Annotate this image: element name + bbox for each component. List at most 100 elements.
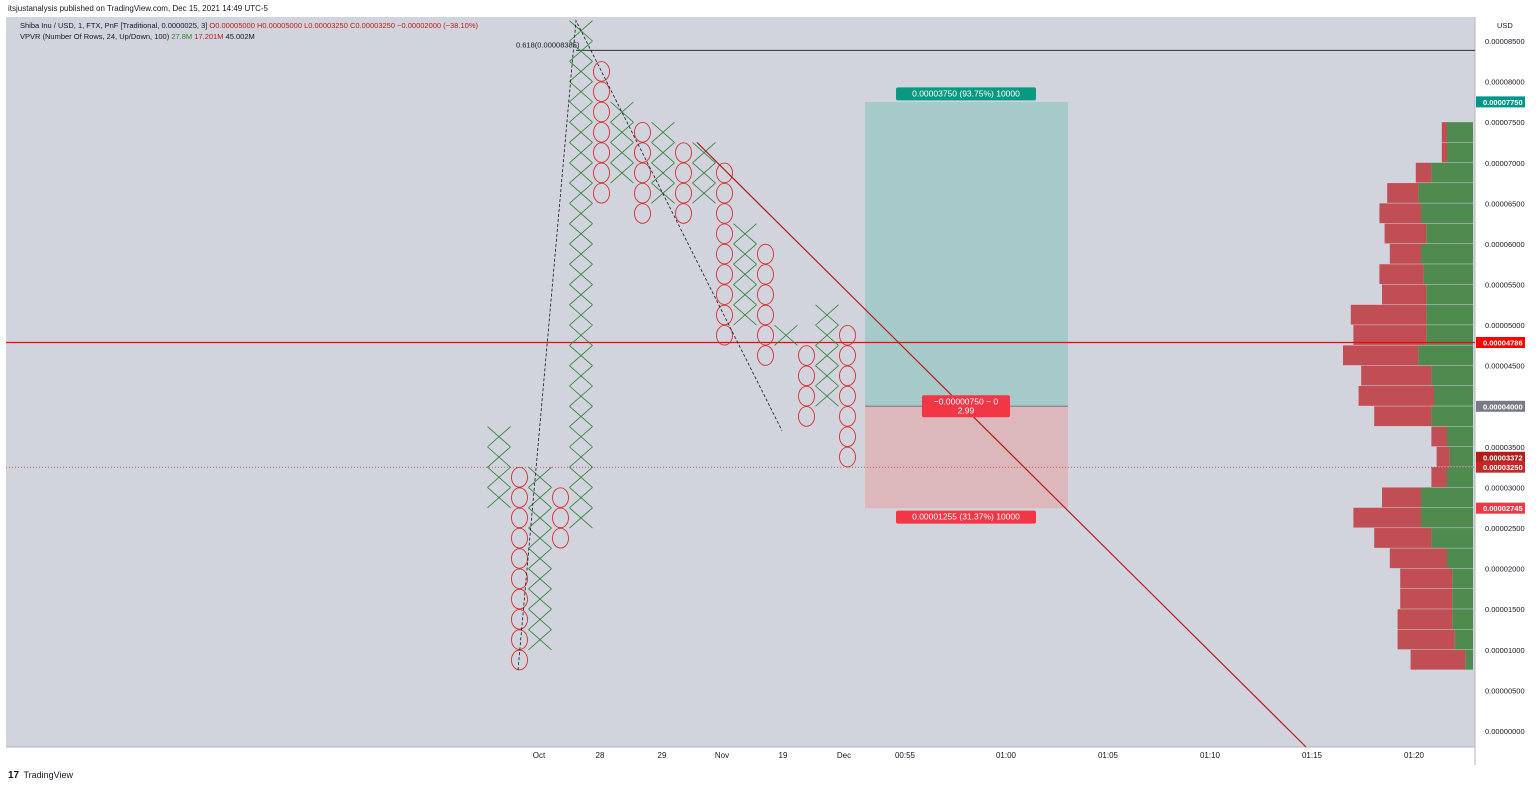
dashed-wave-line[interactable]	[517, 19, 783, 671]
pnf-x-stroke	[569, 405, 593, 427]
volume-profile-up-bar	[1426, 304, 1473, 325]
pnf-x-stroke	[569, 466, 593, 488]
pnf-o-box	[716, 223, 733, 245]
pnf-x-stroke	[569, 243, 593, 265]
volume-profile-up-bar	[1447, 426, 1473, 447]
tradingview-brand[interactable]: 17 TradingView	[8, 770, 73, 781]
pnf-x-stroke	[528, 507, 552, 529]
pnf-chart[interactable]: 0.618(0.00008385) 0.00003750 (93.75%) 100…	[6, 17, 1530, 765]
pnf-x-stroke	[774, 324, 798, 346]
volume-profile-down-bar	[1410, 649, 1466, 670]
pnf-o-box	[839, 324, 856, 346]
pnf-x-stroke	[528, 527, 552, 549]
legend-vpvr[interactable]: VPVR (Number Of Rows, 24, Up/Down, 100) …	[20, 32, 255, 41]
price-axis-background[interactable]	[1475, 17, 1530, 765]
volume-profile-up-bar	[1431, 162, 1473, 183]
volume-profile-down-bar	[1431, 467, 1447, 487]
pnf-o-box	[798, 365, 815, 387]
price-axis-tick: 0.00001000	[1485, 646, 1525, 655]
volume-profile-down-bar	[1374, 406, 1432, 427]
volume-profile-up-bar	[1421, 243, 1473, 264]
downward-trendline[interactable]	[696, 142, 1307, 748]
pnf-o-box	[511, 507, 528, 529]
pnf-o-box	[716, 304, 733, 326]
pnf-o-box	[593, 162, 610, 184]
pnf-o-box	[716, 203, 733, 224]
pnf-x-stroke	[528, 608, 552, 630]
pnf-x-stroke	[569, 142, 593, 164]
pnf-o-box	[839, 446, 856, 468]
pnf-x-stroke	[569, 182, 593, 204]
pnf-o-box	[675, 182, 692, 204]
legend-symbol-text: Shiba Inu / USD, 1, FTX, PnF [Traditiona…	[20, 21, 208, 30]
volume-profile-up-bar	[1431, 406, 1473, 427]
time-axis-tick: 29	[658, 751, 667, 760]
tradingview-brand-name: TradingView	[23, 770, 73, 780]
price-tag-box	[1476, 451, 1525, 463]
bottom-bar: 17 TradingView	[0, 765, 1536, 786]
pnf-x-stroke	[569, 101, 593, 123]
volume-profile-up-bar	[1454, 629, 1473, 650]
pnf-x-stroke	[733, 304, 757, 326]
volume-profile-down-bar	[1387, 183, 1419, 203]
price-tag-text: 0.00002745	[1483, 504, 1523, 513]
pnf-x-stroke	[733, 263, 757, 285]
pnf-o-box	[593, 122, 610, 143]
pnf-x-stroke	[569, 507, 593, 529]
plot-background[interactable]	[6, 17, 1475, 747]
pnf-x-stroke	[610, 162, 634, 184]
pnf-x-stroke	[610, 142, 634, 164]
pnf-x-stroke	[569, 324, 593, 346]
legend-vpvr-up: 27.8M	[171, 32, 193, 41]
price-axis-tick: 0.00006000	[1485, 240, 1525, 249]
legend-ohlc: O0.00005000 H0.00005000 L0.00003250 C0.0…	[209, 21, 478, 30]
volume-profile-down-bar	[1353, 507, 1421, 528]
price-axis-tick: 0.00003000	[1485, 483, 1525, 492]
price-axis-tick: 0.00008000	[1485, 78, 1525, 87]
pnf-o-box	[511, 467, 528, 488]
price-tag-text: 0.00007750	[1483, 98, 1523, 107]
price-axis-tick: 0.00000500	[1485, 686, 1525, 695]
volume-profile-up-bar	[1447, 548, 1473, 569]
pnf-o-box	[634, 203, 651, 224]
stop-label-text: 0.00001255 (31.37%) 10000	[912, 512, 1020, 522]
pnf-o-box	[757, 324, 774, 346]
pnf-o-box	[839, 426, 856, 448]
price-tag-box	[1476, 502, 1525, 514]
time-axis-tick: Oct	[533, 751, 546, 760]
pnf-x-stroke	[528, 487, 552, 509]
pnf-x-stroke	[610, 101, 634, 123]
price-tag-text: 0.00004786	[1483, 338, 1523, 347]
price-tag-box	[1476, 96, 1525, 108]
time-axis-tick: 19	[779, 751, 788, 760]
volume-profile-up-bar	[1447, 142, 1473, 163]
pnf-o-box	[675, 162, 692, 184]
pnf-x-stroke	[651, 142, 675, 164]
pnf-x-stroke	[528, 629, 552, 651]
volume-profile-down-bar	[1431, 426, 1447, 447]
time-axis-background[interactable]	[6, 747, 1475, 765]
pnf-x-stroke	[733, 243, 757, 265]
price-axis-tick: 0.00004500	[1485, 362, 1525, 371]
pnf-x-stroke	[815, 365, 839, 387]
price-tag-box	[1476, 461, 1525, 473]
legend-symbol[interactable]: Shiba Inu / USD, 1, FTX, PnF [Traditiona…	[20, 21, 478, 30]
volume-profile-down-bar	[1382, 284, 1427, 305]
pnf-o-box	[593, 182, 610, 204]
pnf-x-stroke	[692, 142, 716, 164]
chart-area[interactable]: 0.618(0.00008385) 0.00003750 (93.75%) 100…	[6, 17, 1530, 765]
volume-profile-up-bar	[1452, 588, 1473, 609]
profit-zone[interactable]	[865, 101, 1068, 407]
pnf-o-box	[798, 345, 815, 366]
target-label-box	[896, 87, 1036, 101]
pnf-o-box	[716, 264, 733, 285]
price-tag-box	[1476, 400, 1525, 412]
pnf-o-box	[757, 304, 774, 326]
time-axis-tick: Dec	[837, 751, 851, 760]
legend-vpvr-total: 45.002M	[225, 32, 255, 41]
loss-zone[interactable]	[865, 406, 1068, 509]
pnf-x-stroke	[569, 223, 593, 245]
pnf-o-box	[511, 548, 528, 569]
pnf-o-box	[675, 203, 692, 224]
pnf-x-stroke	[487, 466, 511, 488]
